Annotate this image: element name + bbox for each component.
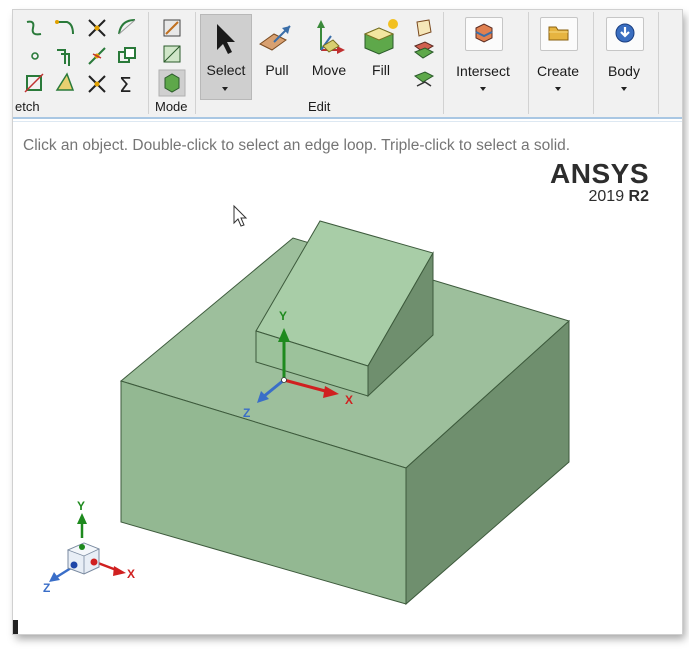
ribbon-divider xyxy=(13,117,682,119)
replace-icon[interactable] xyxy=(413,71,435,87)
3d-mode-icon[interactable] xyxy=(158,69,186,97)
pull-button[interactable]: Pull xyxy=(265,62,289,78)
project-icon[interactable] xyxy=(55,72,75,91)
tangent-arc-icon[interactable] xyxy=(55,20,74,35)
point-icon[interactable] xyxy=(31,52,39,60)
create-dropdown-caret[interactable] xyxy=(555,87,561,91)
logo-version-year: 2019 xyxy=(588,188,625,205)
mode-group-label: Mode xyxy=(155,99,188,114)
fill-icon xyxy=(363,19,398,55)
mode-icons xyxy=(158,19,186,97)
separator xyxy=(443,12,444,114)
select-cursor-icon xyxy=(217,24,235,54)
app-window: Σ etch Mode Select Pull xyxy=(13,10,682,634)
body-button-label: Body xyxy=(608,63,640,79)
origin-axes: Y X Z xyxy=(243,309,353,420)
select-button[interactable] xyxy=(200,14,252,100)
triad-x-label: X xyxy=(127,567,135,581)
select-button-label: Select xyxy=(206,62,246,78)
move-icon xyxy=(317,20,345,54)
base-block-side-face[interactable] xyxy=(405,319,570,606)
sketch-mode-icon[interactable] xyxy=(163,19,181,37)
body-dropdown-caret[interactable] xyxy=(621,87,627,91)
logo-name: ANSYS xyxy=(550,158,649,189)
blend-icon[interactable] xyxy=(416,19,432,37)
edit-small-icons xyxy=(413,19,435,87)
triad-y-label: Y xyxy=(77,499,85,513)
origin-y-label: Y xyxy=(279,309,287,323)
edit-group-label: Edit xyxy=(308,99,331,114)
fill-button[interactable]: Fill xyxy=(372,62,390,78)
select-dropdown-caret[interactable] xyxy=(222,87,228,91)
ribbon: Σ etch Mode Select Pull xyxy=(13,10,682,117)
wedge-side-face[interactable] xyxy=(367,251,434,398)
folder-icon xyxy=(548,26,569,41)
offset-icon[interactable] xyxy=(57,49,70,66)
separator xyxy=(593,12,594,114)
left-edge-marker xyxy=(13,620,18,634)
intersect-icon xyxy=(475,23,493,43)
move-button[interactable]: Move xyxy=(311,62,347,78)
arc-icon[interactable] xyxy=(118,19,136,35)
sketch-tools-icon-grid: Σ xyxy=(24,19,136,97)
download-circle-icon xyxy=(615,23,635,43)
sketch-group-label: etch xyxy=(15,99,40,114)
separator xyxy=(528,12,529,114)
pull-icon xyxy=(259,25,291,51)
origin-x-label: X xyxy=(345,393,353,407)
3d-viewport[interactable]: Y X Z Y X Z xyxy=(13,10,682,634)
separator xyxy=(148,12,149,114)
intersect-button-label: Intersect xyxy=(456,63,510,79)
intersect-dropdown-caret[interactable] xyxy=(480,87,486,91)
status-hint: Click an object. Double-click to select … xyxy=(23,137,571,154)
create-button-label: Create xyxy=(536,63,580,79)
tweak-face-icon[interactable] xyxy=(413,41,435,59)
logo-version: 2019 R2 xyxy=(550,188,650,206)
ribbon-divider xyxy=(13,121,682,122)
logo-version-release: R2 xyxy=(628,188,649,205)
sigma-icon[interactable]: Σ xyxy=(119,73,132,97)
copy-icon[interactable] xyxy=(118,47,136,63)
mirror-icon[interactable] xyxy=(24,73,44,93)
origin-z-label: Z xyxy=(243,406,250,420)
ansys-logo: ANSYS 2019 R2 xyxy=(550,160,649,206)
view-triad[interactable]: Y X Z xyxy=(43,499,135,595)
separator xyxy=(658,12,659,114)
separator xyxy=(195,12,196,114)
triad-z-label: Z xyxy=(43,581,50,595)
split-icon[interactable] xyxy=(88,47,106,65)
trim-icon[interactable] xyxy=(88,19,106,37)
intersect-curves-icon[interactable] xyxy=(88,75,106,93)
section-mode-icon[interactable] xyxy=(163,45,181,63)
svg-text:Σ: Σ xyxy=(119,73,132,97)
spline-icon[interactable] xyxy=(26,20,42,36)
mouse-cursor-icon xyxy=(233,204,248,227)
